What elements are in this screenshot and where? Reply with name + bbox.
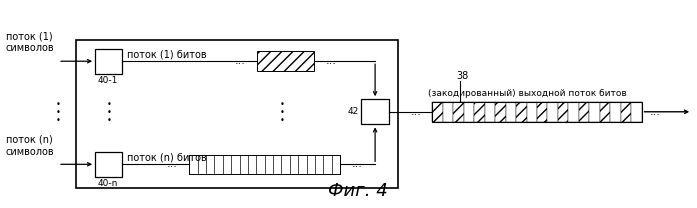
Bar xyxy=(537,102,547,121)
Text: •: • xyxy=(56,100,61,109)
Text: поток (1) битов: поток (1) битов xyxy=(127,49,207,59)
Bar xyxy=(579,102,589,121)
Text: 42: 42 xyxy=(347,107,358,116)
Bar xyxy=(432,102,641,121)
Text: Фиг. 4: Фиг. 4 xyxy=(328,182,388,200)
Bar xyxy=(558,102,568,121)
Bar xyxy=(190,155,340,174)
Bar xyxy=(484,102,495,121)
Text: поток (1)
символов: поток (1) символов xyxy=(6,32,54,53)
Bar xyxy=(95,48,122,74)
Text: поток (n)
символов: поток (n) символов xyxy=(6,135,54,156)
Bar xyxy=(453,102,464,121)
Bar xyxy=(505,102,516,121)
Text: 40-1: 40-1 xyxy=(98,76,118,85)
Text: ...: ... xyxy=(411,107,422,117)
Bar xyxy=(599,102,610,121)
Text: ...: ... xyxy=(167,159,177,169)
Bar xyxy=(464,102,474,121)
Text: •: • xyxy=(107,100,112,109)
Bar xyxy=(362,99,389,124)
Text: ...: ... xyxy=(352,159,363,169)
Text: 38: 38 xyxy=(457,71,469,81)
Text: •: • xyxy=(107,116,112,125)
Text: •: • xyxy=(279,100,284,109)
Text: •: • xyxy=(56,108,61,117)
Bar xyxy=(432,102,443,121)
Bar xyxy=(568,102,579,121)
Text: •: • xyxy=(279,116,284,125)
Text: •: • xyxy=(279,108,284,117)
Text: поток (n) битов: поток (n) битов xyxy=(127,152,207,162)
Text: •: • xyxy=(56,116,61,125)
Bar xyxy=(95,152,122,177)
Text: (закодированный) выходной поток битов: (закодированный) выходной поток битов xyxy=(428,89,627,98)
Bar xyxy=(620,102,631,121)
Text: ...: ... xyxy=(650,107,661,117)
Bar xyxy=(495,102,505,121)
Text: 40-n: 40-n xyxy=(98,179,118,188)
Bar xyxy=(443,102,453,121)
Bar xyxy=(589,102,599,121)
Bar xyxy=(516,102,526,121)
Text: •: • xyxy=(107,108,112,117)
Bar xyxy=(257,52,314,71)
Text: ...: ... xyxy=(234,56,245,66)
Text: ...: ... xyxy=(326,56,337,66)
Bar xyxy=(474,102,484,121)
Bar xyxy=(631,102,641,121)
Bar xyxy=(526,102,537,121)
Bar xyxy=(547,102,558,121)
Bar xyxy=(610,102,620,121)
Bar xyxy=(75,40,399,188)
